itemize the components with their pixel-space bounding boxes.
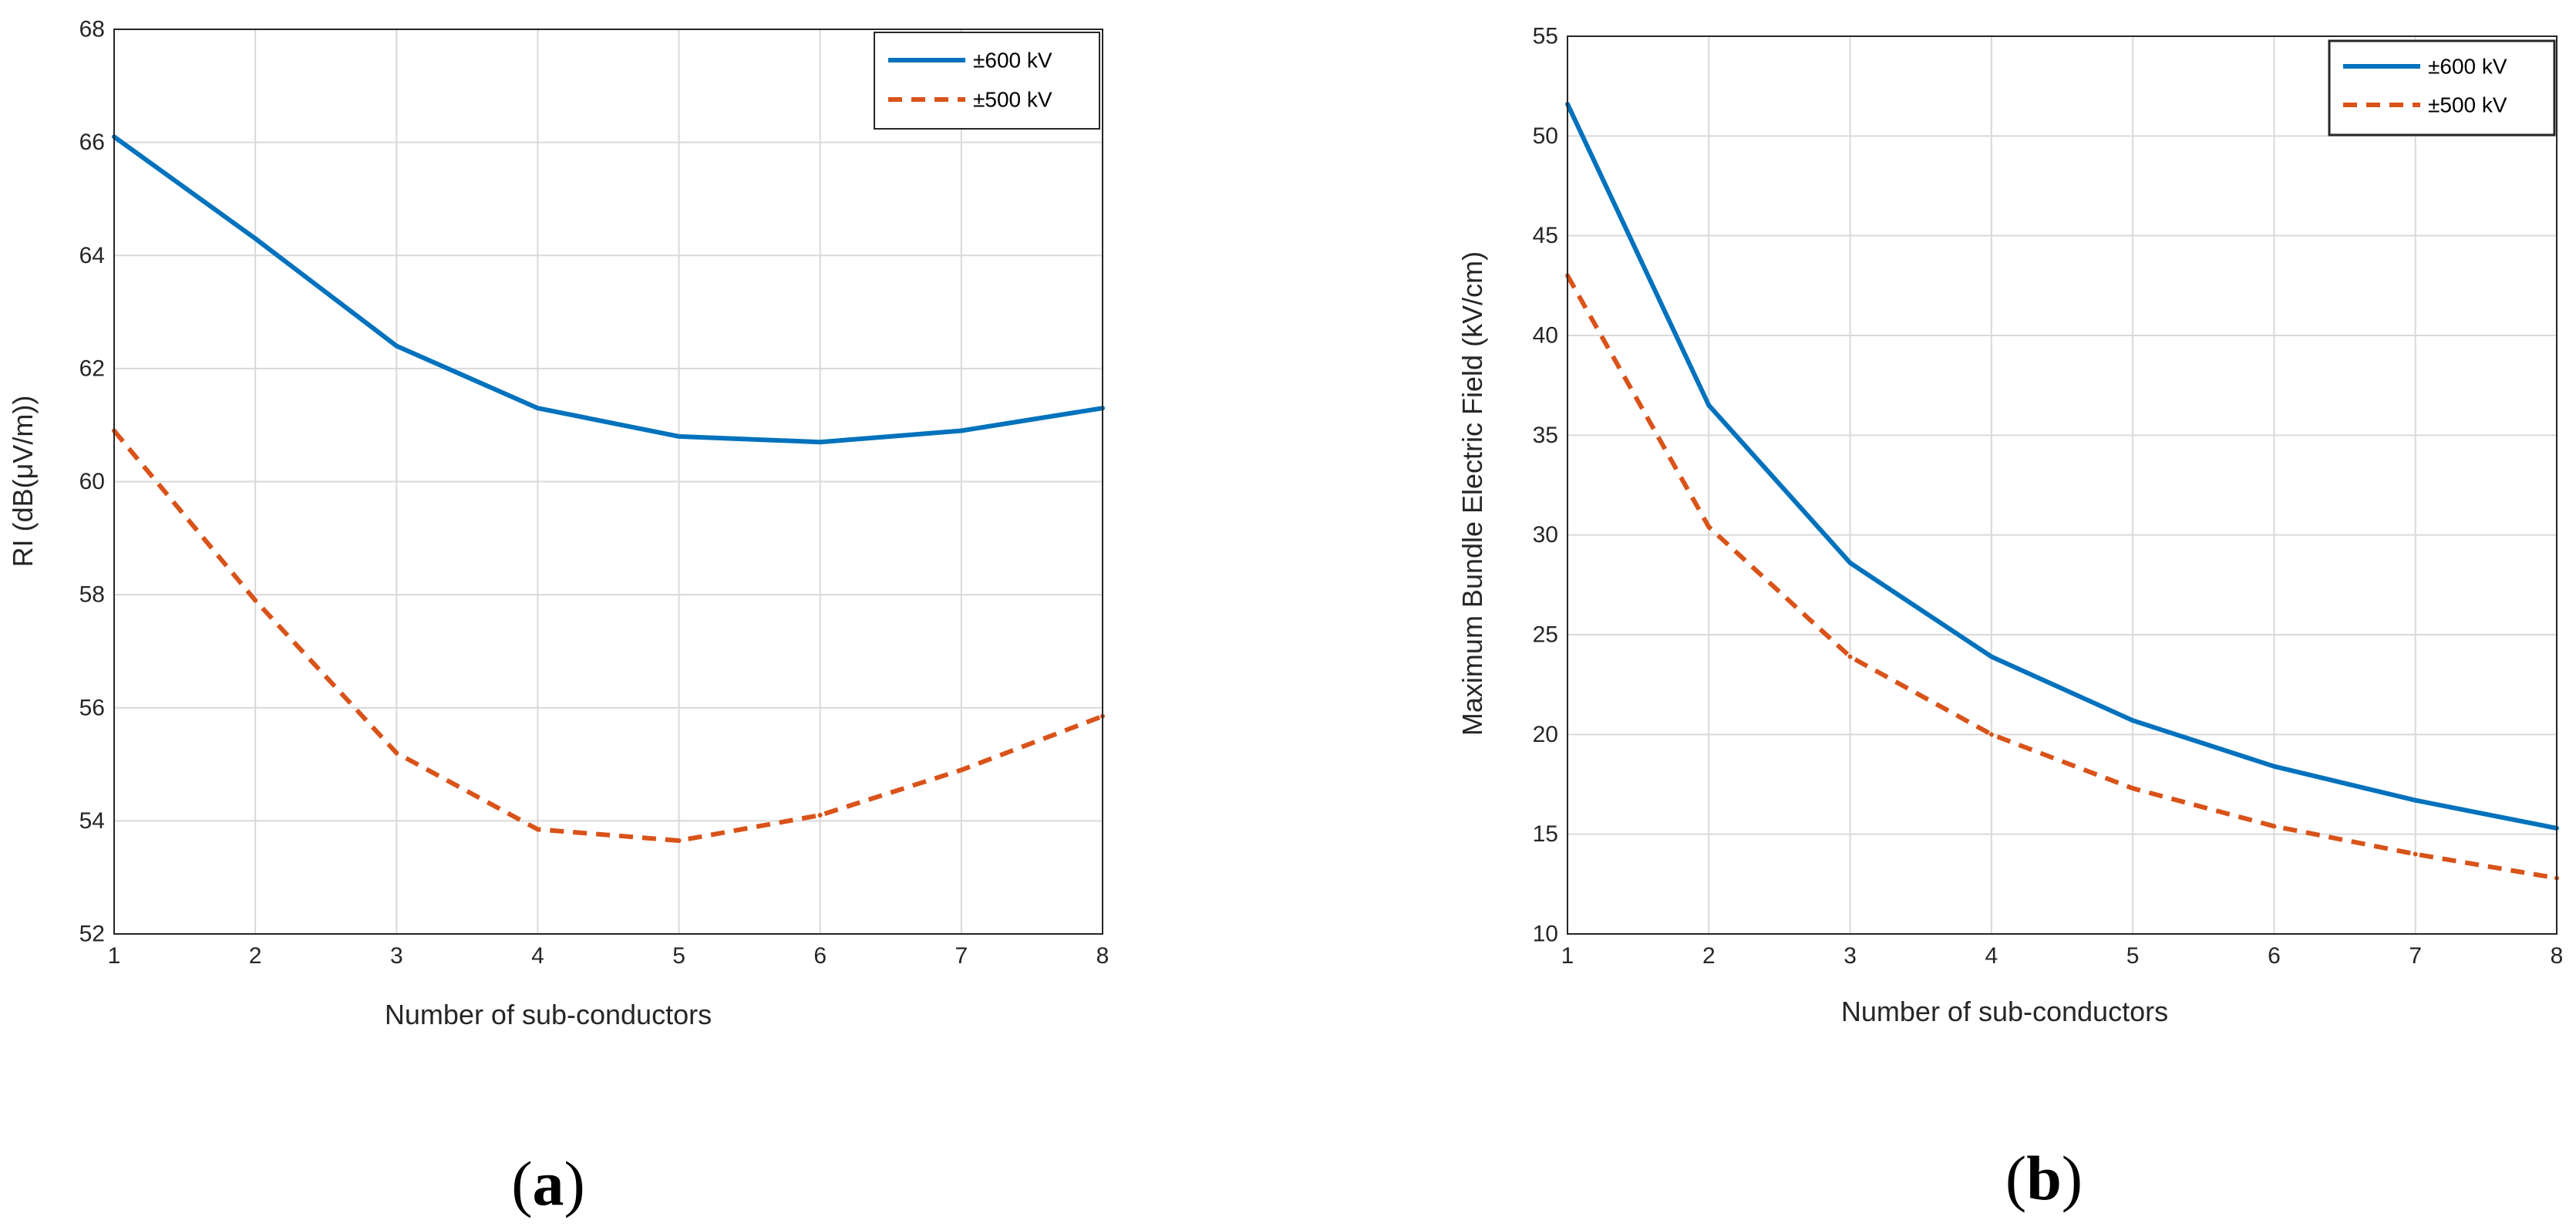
chart-a-xtick-8: 8 (1096, 943, 1110, 969)
chart-a-panel-paren-close: ) (564, 1148, 585, 1219)
chart-b-xtick-5: 5 (2126, 943, 2140, 969)
chart-a-point-500kv-6 (817, 813, 823, 818)
chart-b-ytick-35: 35 (1533, 423, 1558, 448)
chart-b-point-500kv-5 (2130, 786, 2136, 791)
chart-b-plot-area (1567, 36, 2557, 934)
chart-a-ytick-66: 66 (79, 130, 105, 155)
chart-a-legend-label-500kv: ±500 kV (973, 88, 1052, 112)
chart-a-legend: ±600 kV ±500 kV (874, 32, 1100, 130)
chart-b-legend-box (2328, 39, 2556, 137)
chart-a-ytick-52: 52 (79, 922, 105, 947)
chart-a-xtick-4: 4 (531, 943, 544, 969)
chart-a-ytick-54: 54 (79, 808, 105, 834)
chart-b-point-600kv-7 (2413, 797, 2418, 803)
chart-b-xtick-6: 6 (2268, 943, 2281, 969)
chart-a-series-500kv (112, 429, 1104, 843)
chart-a-ytick-64: 64 (79, 243, 105, 268)
chart-a-panel-label: (a) (511, 1148, 585, 1219)
chart-a-ytick-68: 68 (79, 17, 105, 42)
chart-a-point-500kv-5 (676, 838, 682, 844)
chart-b-ytick-40: 40 (1533, 323, 1558, 349)
chart-b-ytick-15: 15 (1533, 821, 1558, 847)
chart-b-panel-paren-open: ( (2005, 1143, 2026, 1213)
chart-a-series-600kv (113, 134, 1103, 445)
chart-a-point-600kv-4 (535, 406, 540, 411)
chart-a-ylabel: RI (dB(μV/m)) (7, 396, 39, 568)
chart-b-point-500kv-7 (2413, 851, 2418, 857)
chart-a-point-500kv-2 (253, 598, 258, 603)
chart-b-xlabel: Number of sub-conductors (1841, 996, 2168, 1027)
chart-b-xtick-2: 2 (1702, 943, 1716, 969)
chart-a-point-600kv-5 (676, 433, 682, 439)
chart-a-xtick-5: 5 (672, 943, 685, 969)
chart-b-xtick-7: 7 (2409, 943, 2422, 969)
chart-b-point-500kv-2 (1706, 524, 1712, 530)
chart-a-point-500kv-4 (535, 827, 540, 832)
chart-a-point-600kv-2 (253, 236, 258, 241)
chart-b-ylabel: Maximum Bundle Electric Field (kV/cm) (1456, 251, 1488, 736)
chart-b-point-500kv-6 (2271, 824, 2277, 829)
chart-a-point-600kv-3 (394, 343, 399, 349)
chart-b-panel-letter: b (2026, 1143, 2062, 1213)
chart-a-ytick-60: 60 (79, 469, 105, 494)
chart-b-xtick-4: 4 (1985, 943, 1999, 969)
chart-b-legend-label-600kv: ±600 kV (2428, 55, 2507, 79)
chart-b-legend-label-500kv: ±500 kV (2428, 93, 2507, 117)
chart-b-ytick-50: 50 (1533, 123, 1558, 149)
chart-a-xtick-7: 7 (955, 943, 968, 969)
chart-b-point-600kv-4 (1988, 654, 1994, 659)
chart-b-ytick-25: 25 (1533, 622, 1558, 648)
chart-b-panel-label: (b) (2005, 1143, 2083, 1213)
chart-a-point-600kv-7 (958, 428, 964, 433)
chart-a-point-500kv-7 (958, 767, 964, 773)
chart-b-point-500kv-3 (1847, 654, 1853, 659)
chart-b-ytick-45: 45 (1533, 223, 1558, 248)
chart-b-point-600kv-6 (2271, 764, 2277, 769)
chart-b-axes-box (1567, 35, 2557, 935)
chart-a-legend-label-600kv: ±600 kV (973, 49, 1052, 72)
chart-b-point-500kv-4 (1988, 732, 1994, 737)
chart-a-xtick-1: 1 (108, 943, 121, 969)
chart-a-ytick-58: 58 (79, 582, 105, 608)
chart-a-series (112, 134, 1105, 844)
chart-a-panel-paren-open: ( (511, 1148, 532, 1219)
chart-a-panel-letter: a (533, 1148, 564, 1219)
chart-b-ytick-20: 20 (1533, 722, 1558, 747)
chart-b-series-600kv (1565, 103, 2557, 831)
chart-a-point-500kv-3 (394, 750, 399, 756)
chart-a-xlabel: Number of sub-conductors (385, 999, 712, 1030)
chart-b-point-600kv-3 (1847, 560, 1853, 565)
chart-a-xtick-3: 3 (390, 943, 403, 969)
chart-a-axes-box (113, 29, 1103, 935)
chart-b-ytick-10: 10 (1533, 922, 1558, 947)
chart-b-point-600kv-5 (2130, 718, 2136, 723)
chart-b-ytick-30: 30 (1533, 522, 1558, 548)
chart-a-ytick-56: 56 (79, 695, 105, 720)
chart-b-legend: ±600 kV ±500 kV (2328, 39, 2556, 137)
chart-b-point-600kv-2 (1706, 403, 1712, 408)
chart-a-legend-box (874, 32, 1100, 130)
chart-a-ytick-62: 62 (79, 356, 105, 381)
chart-b-xtick-1: 1 (1561, 943, 1574, 969)
chart-b-xtick-8: 8 (2551, 943, 2564, 969)
chart-b-panel-paren-close: ) (2062, 1143, 2083, 1213)
chart-a-xtick-2: 2 (249, 943, 262, 969)
chart-b-xtick-3: 3 (1844, 943, 1857, 969)
chart-b-series (1565, 101, 2559, 881)
chart-b-ytick-55: 55 (1533, 24, 1558, 49)
chart-a-point-600kv-6 (817, 440, 823, 445)
chart-a-xtick-6: 6 (813, 943, 827, 969)
